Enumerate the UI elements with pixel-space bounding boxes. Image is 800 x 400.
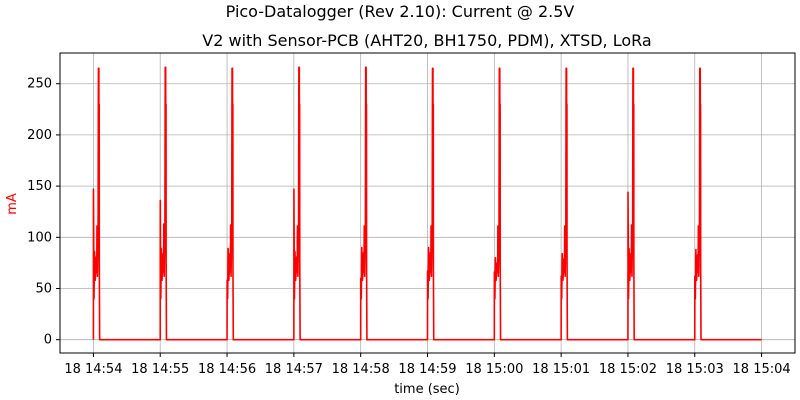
x-axis-label: time (sec) bbox=[394, 382, 460, 397]
x-tick-label: 18 14:56 bbox=[198, 362, 256, 377]
current-series bbox=[92, 66, 762, 341]
x-tick-label: 18 15:02 bbox=[599, 362, 657, 377]
chart-title: V2 with Sensor-PCB (AHT20, BH1750, PDM),… bbox=[202, 31, 651, 50]
x-tick-label: 18 14:59 bbox=[398, 362, 456, 377]
x-tick-label: 18 14:54 bbox=[64, 362, 122, 377]
y-tick-label: 200 bbox=[27, 128, 52, 143]
y-tick-label: 100 bbox=[27, 230, 52, 245]
y-axis-ticks: 0 50 100 150 200 250 bbox=[27, 77, 60, 348]
current-line bbox=[92, 66, 762, 341]
x-tick-label: 18 15:01 bbox=[532, 362, 590, 377]
y-tick-label: 50 bbox=[35, 281, 52, 296]
figure-suptitle: Pico-Datalogger (Rev 2.10): Current @ 2.… bbox=[225, 2, 575, 21]
y-tick-label: 0 bbox=[44, 333, 52, 348]
x-tick-label: 18 14:58 bbox=[332, 362, 390, 377]
x-tick-label: 18 14:55 bbox=[131, 362, 189, 377]
x-tick-label: 18 15:04 bbox=[733, 362, 791, 377]
y-tick-label: 150 bbox=[27, 179, 52, 194]
x-tick-label: 18 15:00 bbox=[465, 362, 523, 377]
y-axis-label: mA bbox=[5, 193, 20, 215]
y-tick-label: 250 bbox=[27, 77, 52, 92]
x-axis-ticks: 18 14:54 18 14:55 18 14:56 18 14:57 18 14:58… bbox=[64, 353, 791, 377]
x-tick-label: 18 15:03 bbox=[666, 362, 724, 377]
x-tick-label: 18 14:57 bbox=[265, 362, 323, 377]
